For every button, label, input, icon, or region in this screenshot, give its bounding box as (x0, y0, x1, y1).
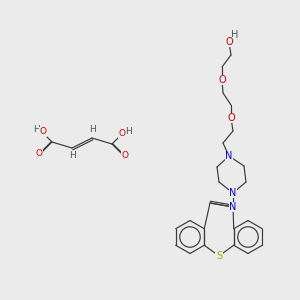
Text: O: O (35, 149, 43, 158)
Text: N: N (225, 151, 233, 161)
Text: H: H (126, 128, 132, 136)
Text: O: O (118, 130, 125, 139)
Text: H: H (69, 152, 75, 160)
Text: N: N (229, 188, 237, 198)
Text: O: O (218, 75, 226, 85)
Text: N: N (229, 202, 237, 212)
Text: O: O (40, 128, 46, 136)
Text: O: O (122, 152, 128, 160)
Text: H: H (33, 125, 39, 134)
Text: O: O (227, 113, 235, 123)
Text: H: H (88, 125, 95, 134)
Text: H: H (231, 30, 239, 40)
Text: O: O (225, 37, 233, 47)
Text: S: S (216, 251, 222, 261)
